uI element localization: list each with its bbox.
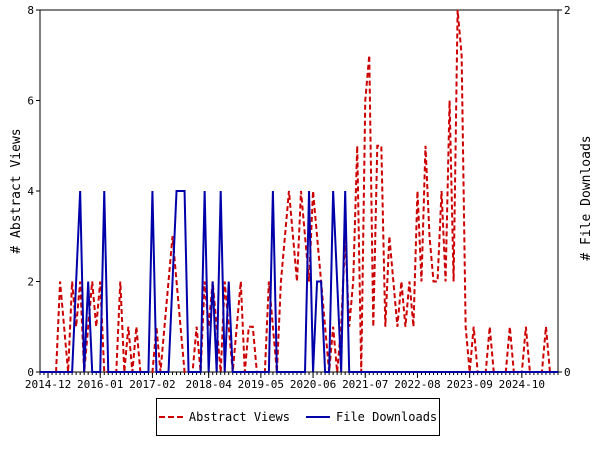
- x-tick-label: 2020-06: [290, 378, 336, 391]
- legend-entry-abstract-views: Abstract Views: [158, 410, 290, 424]
- y-tick-label-left: 6: [27, 95, 34, 108]
- legend-label-abstract-views: Abstract Views: [188, 410, 290, 424]
- legend: Abstract Views File Downloads: [156, 398, 440, 436]
- tick-layer: 0 2 4 6 8 0 2 2014-12 2016-01 2017-02 2018-04 2019-…: [25, 4, 571, 391]
- x-tick-label: 2024-10: [499, 378, 545, 391]
- x-tick-label: 2018-04: [185, 378, 232, 391]
- x-tick-label: 2016-01: [77, 378, 123, 391]
- y-tick-label-right: 0: [564, 366, 571, 379]
- y-axis-title-left: # Abstract Views: [9, 128, 24, 253]
- legend-entry-file-downloads: File Downloads: [306, 410, 437, 424]
- y-axis-title-right: # File Downloads: [579, 135, 594, 260]
- x-tick-label: 2019-05: [238, 378, 284, 391]
- y-tick-label-left: 4: [27, 185, 34, 198]
- x-tick-label: 2017-02: [129, 378, 175, 391]
- legend-label-file-downloads: File Downloads: [336, 410, 438, 424]
- y-tick-label-left: 0: [27, 366, 34, 379]
- x-tick-label: 2023-09: [446, 378, 492, 391]
- series-line-file-downloads: [40, 190, 558, 373]
- plot-area: [39, 9, 559, 373]
- legend-swatch-file-downloads: [306, 416, 330, 418]
- y-tick-label-left: 2: [27, 276, 34, 289]
- series-layer: [40, 9, 558, 373]
- legend-swatch-abstract-views: [158, 416, 183, 418]
- x-tick-label: 2021-07: [342, 378, 388, 391]
- y-tick-label-right: 2: [564, 4, 571, 17]
- x-tick-label: 2022-08: [394, 378, 440, 391]
- series-line-abstract-views: [40, 9, 558, 373]
- x-tick-label: 2014-12: [25, 378, 71, 391]
- y-tick-label-left: 8: [27, 4, 34, 17]
